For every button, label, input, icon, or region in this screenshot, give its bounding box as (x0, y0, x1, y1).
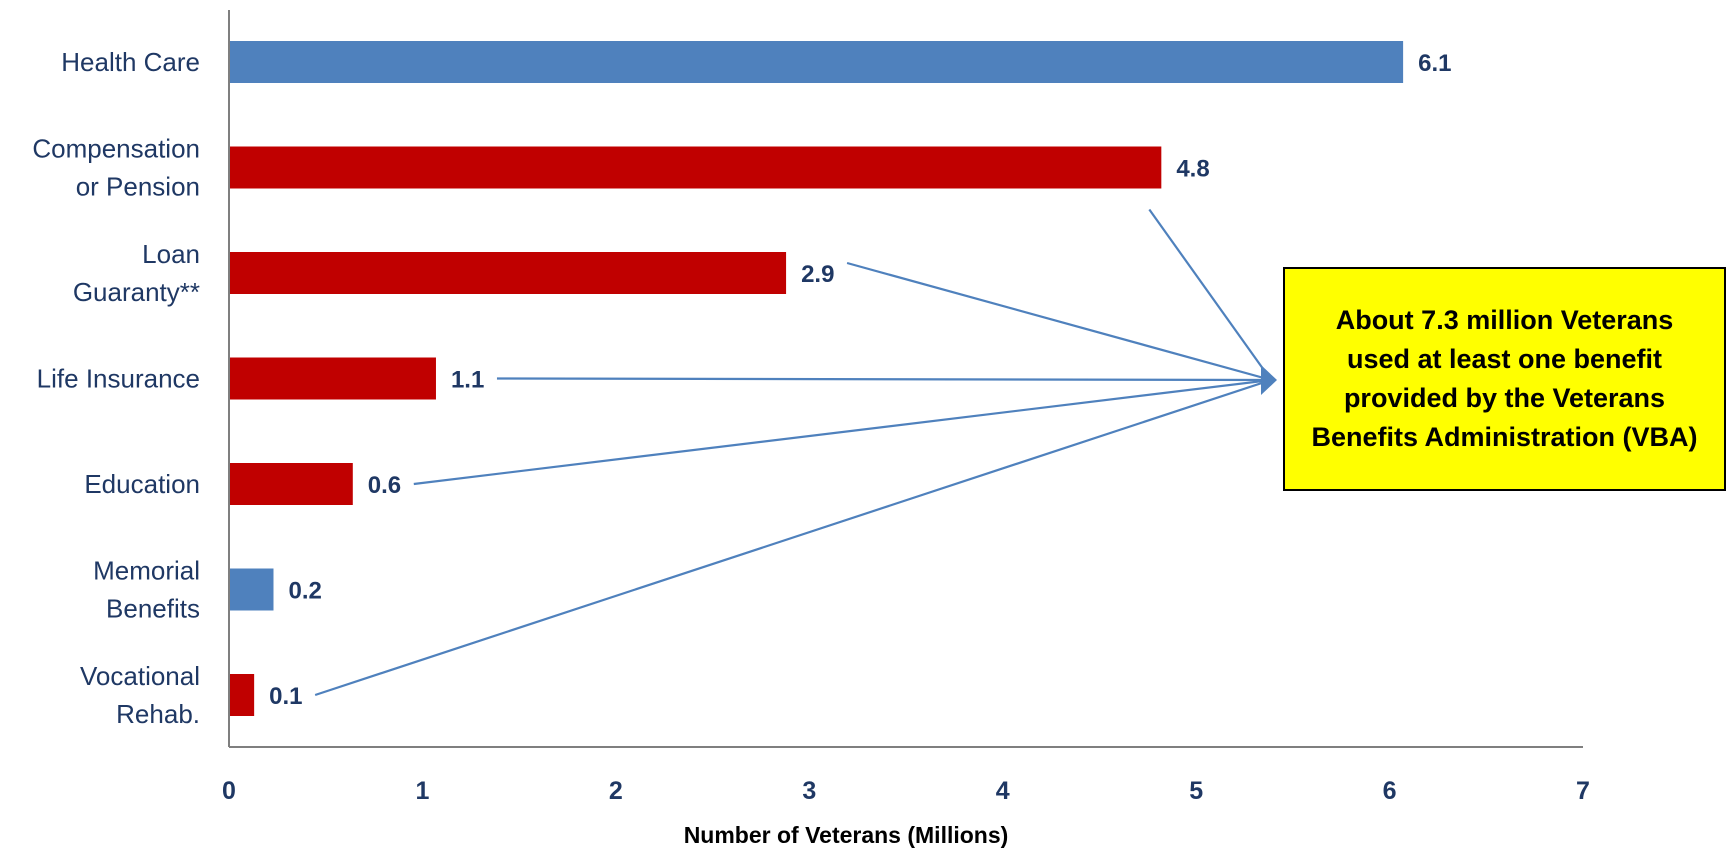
arrowhead (1261, 365, 1277, 395)
x-axis-title: Number of Veterans (Millions) (684, 822, 1009, 848)
category-label: Memorial Benefits (93, 556, 200, 624)
callout-text: About 7.3 million Veterans used at least… (1311, 305, 1698, 452)
category-label: Vocational Rehab. (80, 661, 200, 729)
data-label: 0.2 (288, 578, 321, 605)
bar (229, 146, 1162, 189)
data-label: 1.1 (451, 367, 484, 394)
x-tick-label: 7 (1576, 777, 1590, 805)
data-label: 4.8 (1176, 156, 1209, 183)
axes (228, 10, 1583, 748)
annotation-arrow (413, 378, 1272, 486)
data-label: 0.6 (368, 472, 401, 499)
x-tick-label: 2 (609, 777, 623, 805)
data-label: 0.1 (269, 683, 302, 710)
annotation-arrow (496, 377, 1272, 382)
bar (229, 463, 353, 505)
bar (229, 357, 436, 400)
category-label: Education (84, 469, 200, 499)
bar (229, 41, 1404, 83)
annotation-arrow (1148, 208, 1272, 381)
annotation-arrow (846, 261, 1272, 382)
annotation-arrow (314, 378, 1272, 697)
annotation-arrows (314, 208, 1277, 697)
category-label: Compensation or Pension (32, 134, 200, 202)
x-tick-label: 3 (802, 777, 816, 805)
x-tick-label: 5 (1189, 777, 1203, 805)
vba-callout-box: About 7.3 million Veterans used at least… (1283, 267, 1726, 491)
x-tick-label: 6 (1383, 777, 1397, 805)
labels: 0 1 2 3 4 5 6 7 Health Care 6.1 Compensation or Pen… (32, 47, 1590, 805)
category-label: Loan Guaranty** (73, 239, 200, 307)
bars (229, 41, 1404, 716)
x-tick-label: 0 (222, 777, 236, 805)
x-tick-label: 1 (415, 777, 429, 805)
data-label: 2.9 (801, 261, 834, 288)
bar (229, 674, 255, 716)
category-label: Life Insurance (37, 364, 200, 394)
bar (229, 252, 787, 294)
bar (229, 568, 274, 611)
data-label: 6.1 (1418, 50, 1451, 77)
category-label: Health Care (61, 47, 200, 77)
x-tick-label: 4 (996, 777, 1010, 805)
